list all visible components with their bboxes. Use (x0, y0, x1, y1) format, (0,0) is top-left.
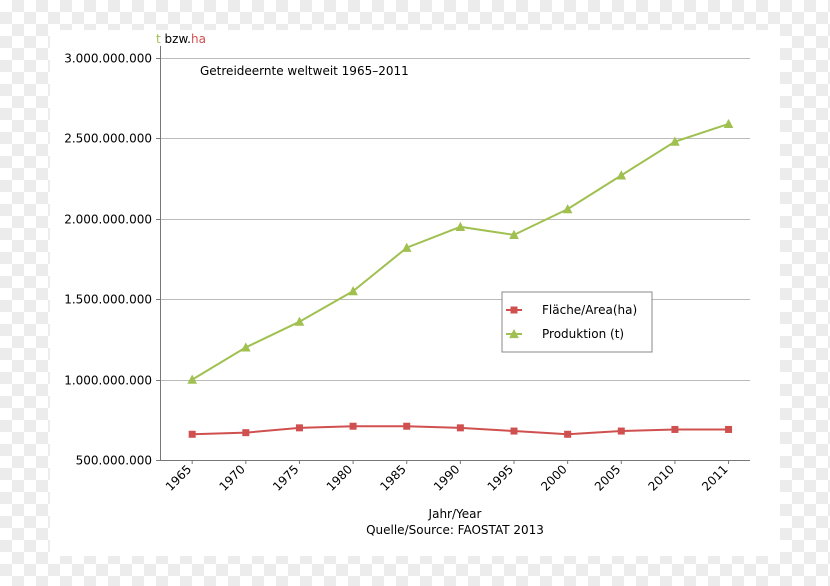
series-marker-flaeche (404, 423, 410, 429)
legend-label: Fläche/Area(ha) (542, 303, 637, 317)
x-tick-label: 1970 (216, 462, 247, 493)
y-tick-label: 2.500.000.000 (64, 132, 152, 146)
legend-box (502, 292, 652, 352)
unit-sep: bzw. (161, 32, 191, 46)
x-tick-label: 2011 (699, 462, 730, 493)
x-tick-labels: 1965 1970 1975 1980 1985 1990 1995 2000 2005 2010… (163, 460, 731, 494)
y-tick-label: 2.000.000.000 (64, 213, 152, 227)
y-tick-label: 500.000.000 (76, 454, 152, 468)
legend: Fläche/Area(ha) Produktion (t) (502, 292, 652, 352)
x-tick-label: 2000 (538, 462, 569, 493)
series-marker-flaeche (672, 426, 678, 432)
y-tick-label: 1.500.000.000 (64, 293, 152, 307)
unit-label: t bzw.ha (156, 32, 206, 46)
x-tick-label: 1985 (377, 462, 408, 493)
unit-ha: ha (191, 32, 206, 46)
y-tick-label: 1.000.000.000 (64, 374, 152, 388)
series-marker-produktion (725, 120, 733, 128)
x-tick-label: 1990 (431, 462, 462, 493)
series-marker-flaeche (296, 425, 302, 431)
series-marker-flaeche (618, 428, 624, 434)
y-tick-label: 3.000.000.000 (64, 52, 152, 66)
chart-canvas: t bzw.ha Getreideernte weltweit 1965–201… (50, 30, 780, 556)
chart-subtitle: Getreideernte weltweit 1965–2011 (200, 64, 409, 78)
legend-swatch-marker (511, 307, 517, 313)
x-axis-title: Jahr/Year (428, 507, 482, 521)
series-marker-flaeche (189, 431, 195, 437)
legend-label: Produktion (t) (542, 327, 624, 341)
series-marker-produktion (242, 343, 250, 351)
chart-svg: Getreideernte weltweit 1965–2011 500.000… (50, 30, 780, 556)
series-marker-flaeche (511, 428, 517, 434)
source-label: Quelle/Source: FAOSTAT 2013 (366, 523, 544, 537)
y-tick-labels: 500.000.000 1.000.000.000 1.500.000.000 2.0… (64, 52, 152, 468)
x-tick-label: 1965 (163, 462, 194, 493)
series-marker-flaeche (350, 423, 356, 429)
series-marker-produktion (188, 376, 196, 384)
series-lines (192, 124, 728, 434)
x-tick-label: 1995 (485, 462, 516, 493)
series-marker-flaeche (457, 425, 463, 431)
x-tick-label: 1975 (270, 462, 301, 493)
x-tick-label: 2005 (592, 462, 623, 493)
series-marker-flaeche (565, 431, 571, 437)
series-marker-flaeche (726, 426, 732, 432)
x-tick-label: 2010 (646, 462, 677, 493)
x-tick-label: 1980 (324, 462, 355, 493)
horizontal-gridlines (156, 59, 750, 461)
stage: t bzw.ha Getreideernte weltweit 1965–201… (0, 0, 830, 586)
series-marker-flaeche (243, 430, 249, 436)
series-markers (188, 120, 732, 437)
series-marker-produktion (295, 318, 303, 326)
